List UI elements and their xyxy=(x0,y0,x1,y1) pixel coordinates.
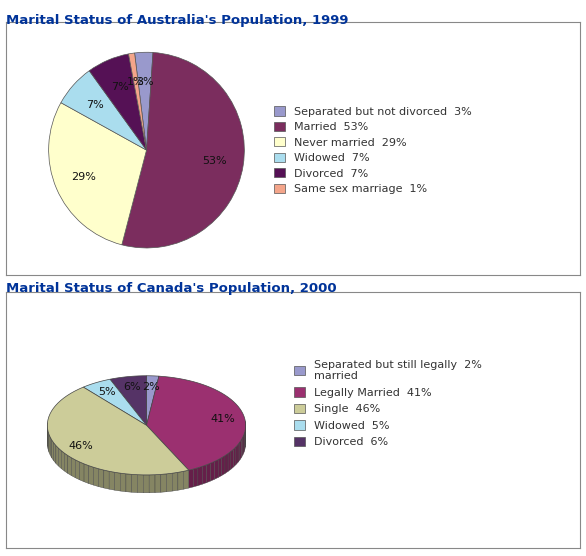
Polygon shape xyxy=(210,461,214,481)
Polygon shape xyxy=(238,442,240,462)
PathPatch shape xyxy=(146,376,159,425)
Polygon shape xyxy=(52,440,54,460)
Polygon shape xyxy=(94,467,98,486)
Polygon shape xyxy=(202,465,206,484)
Wedge shape xyxy=(135,52,153,150)
Polygon shape xyxy=(241,437,243,458)
Polygon shape xyxy=(244,432,245,452)
Wedge shape xyxy=(61,71,146,150)
Polygon shape xyxy=(98,469,104,488)
Polygon shape xyxy=(214,460,218,479)
Polygon shape xyxy=(126,474,132,492)
Text: 7%: 7% xyxy=(86,100,104,110)
Wedge shape xyxy=(128,53,146,150)
Wedge shape xyxy=(122,52,244,248)
Polygon shape xyxy=(50,437,52,458)
Legend: Separated but still legally  2%
married, Legally Married  41%, Single  46%, Wido: Separated but still legally 2% married, … xyxy=(294,360,482,448)
Text: 7%: 7% xyxy=(111,82,128,92)
Polygon shape xyxy=(138,475,144,493)
PathPatch shape xyxy=(110,376,146,425)
Polygon shape xyxy=(132,474,138,493)
Polygon shape xyxy=(120,473,126,492)
PathPatch shape xyxy=(83,379,146,425)
Polygon shape xyxy=(231,449,234,469)
Polygon shape xyxy=(198,466,202,485)
Polygon shape xyxy=(115,472,120,491)
Polygon shape xyxy=(189,469,193,488)
Polygon shape xyxy=(88,465,94,485)
Text: 41%: 41% xyxy=(210,414,235,424)
Polygon shape xyxy=(80,462,84,481)
Text: 46%: 46% xyxy=(69,441,94,451)
Polygon shape xyxy=(155,474,161,493)
Text: 3%: 3% xyxy=(136,77,154,87)
Legend: Separated but not divorced  3%, Married  53%, Never married  29%, Widowed  7%, D: Separated but not divorced 3%, Married 5… xyxy=(274,106,472,194)
Polygon shape xyxy=(243,434,244,455)
Polygon shape xyxy=(228,451,231,471)
Polygon shape xyxy=(240,439,241,460)
Polygon shape xyxy=(172,473,178,491)
Text: 6%: 6% xyxy=(123,383,141,393)
Polygon shape xyxy=(193,468,198,487)
Polygon shape xyxy=(218,458,222,478)
Wedge shape xyxy=(49,103,146,245)
Polygon shape xyxy=(64,453,68,473)
Polygon shape xyxy=(54,443,56,463)
Polygon shape xyxy=(68,455,71,475)
Polygon shape xyxy=(178,471,183,490)
Text: 53%: 53% xyxy=(202,156,226,166)
Polygon shape xyxy=(56,445,59,466)
Polygon shape xyxy=(166,473,172,492)
Text: 29%: 29% xyxy=(71,172,96,182)
Polygon shape xyxy=(49,434,50,455)
Polygon shape xyxy=(71,458,76,478)
Polygon shape xyxy=(236,444,238,465)
Polygon shape xyxy=(161,474,166,492)
Polygon shape xyxy=(225,454,228,474)
Polygon shape xyxy=(222,456,225,475)
Text: Marital Status of Canada's Population, 2000: Marital Status of Canada's Population, 2… xyxy=(6,282,336,295)
Polygon shape xyxy=(59,448,62,469)
Polygon shape xyxy=(62,451,64,471)
Text: 2%: 2% xyxy=(142,382,160,392)
Polygon shape xyxy=(183,470,189,489)
Polygon shape xyxy=(149,475,155,493)
Polygon shape xyxy=(84,464,88,484)
Polygon shape xyxy=(76,460,80,480)
Wedge shape xyxy=(89,54,146,150)
Polygon shape xyxy=(109,471,115,490)
Text: Marital Status of Australia's Population, 1999: Marital Status of Australia's Population… xyxy=(6,14,348,27)
PathPatch shape xyxy=(146,376,246,470)
Text: 5%: 5% xyxy=(98,387,116,397)
Polygon shape xyxy=(104,470,109,489)
Polygon shape xyxy=(206,463,210,483)
Polygon shape xyxy=(144,475,149,493)
PathPatch shape xyxy=(47,387,189,475)
Text: 1%: 1% xyxy=(127,77,145,87)
Polygon shape xyxy=(234,447,236,467)
Polygon shape xyxy=(48,431,49,452)
